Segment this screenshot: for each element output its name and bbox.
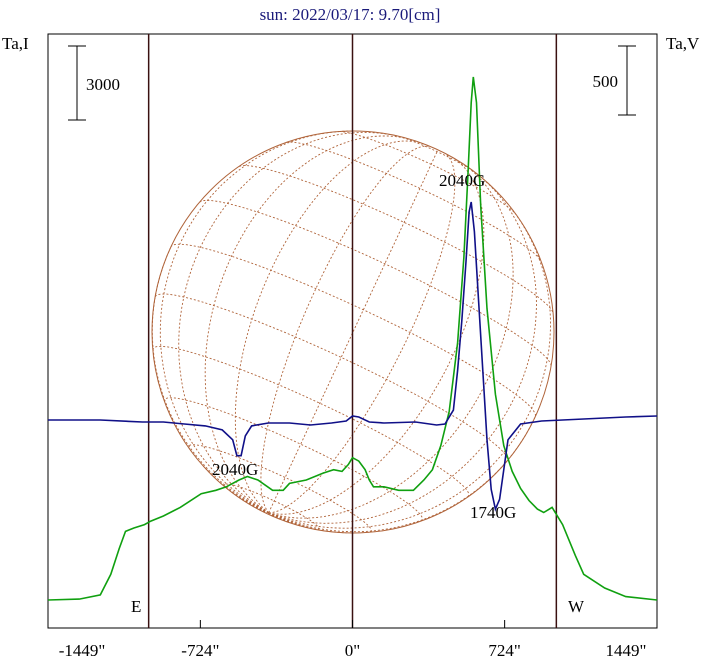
latitude-grid-line xyxy=(152,345,470,498)
longitude-grid-line xyxy=(268,164,514,519)
x-tick-label: 0" xyxy=(345,641,360,660)
latitude-grid-line xyxy=(199,199,552,367)
longitude-grid-line xyxy=(268,153,456,514)
annotation-2040g-west: 2040G xyxy=(439,171,485,190)
y-axis-label-right: Ta,V xyxy=(666,34,700,53)
x-tick-label: 724" xyxy=(488,641,520,660)
longitude-grid-line xyxy=(268,156,485,515)
longitude-grid-line xyxy=(268,416,536,533)
annotation-2040g-east: 2040G xyxy=(212,460,258,479)
longitude-grid-line xyxy=(268,205,551,529)
x-tick-label: -1449" xyxy=(59,641,106,660)
scale-label-right: 500 xyxy=(593,72,619,91)
east-limb-label: E xyxy=(131,597,141,616)
latitude-grid-line xyxy=(239,165,554,313)
west-limb-label: W xyxy=(568,597,585,616)
series-line-polarization xyxy=(48,201,658,512)
longitude-grid-line xyxy=(151,246,269,514)
y-axis-label-left: Ta,I xyxy=(2,34,29,53)
x-tick-label: -724" xyxy=(181,641,219,660)
latitude-grid-line xyxy=(394,134,477,174)
x-axis-ticks: -1449" -724" 0" 724" 1449" xyxy=(47,620,658,660)
latitude-grid-line xyxy=(188,444,372,533)
latitude-grid-line xyxy=(223,483,320,530)
vertical-markers xyxy=(147,34,558,628)
longitude-grid-line xyxy=(268,149,439,513)
longitude-grid-line xyxy=(159,130,350,514)
longitude-grid-line xyxy=(260,145,431,514)
longitude-grid-line xyxy=(268,512,274,517)
longitude-grid-line xyxy=(267,512,270,515)
solar-disk-grid xyxy=(151,130,555,534)
scale-bar-left xyxy=(68,45,86,121)
series-line-intensity xyxy=(47,76,658,601)
latitude-grid-line xyxy=(286,141,542,262)
x-tick-label: 1449" xyxy=(606,641,647,660)
latitude-grid-line xyxy=(339,131,516,214)
latitude-grid-line xyxy=(154,293,508,461)
longitude-grid-line xyxy=(234,140,424,514)
chart-title: sun: 2022/03/17: 9.70[cm] xyxy=(260,5,441,24)
latitude-grid-line xyxy=(163,397,423,522)
scale-bar-right xyxy=(618,45,636,116)
scale-label-left: 3000 xyxy=(86,75,120,94)
annotation-1740g: 1740G xyxy=(470,503,516,522)
